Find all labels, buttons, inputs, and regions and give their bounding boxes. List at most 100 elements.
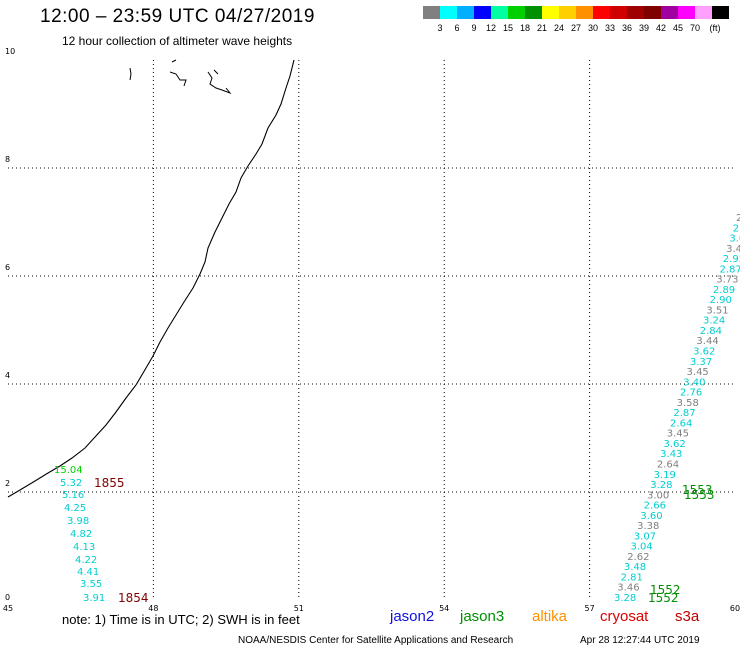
- satellite-altika: altika: [532, 608, 568, 625]
- swh-value: 3.58: [677, 398, 699, 409]
- swh-value: 3.45: [667, 429, 689, 440]
- generated-timestamp: Apr 28 12:27:44 UTC 2019: [580, 635, 700, 646]
- map-title: 12:00 – 23:59 UTC 04/27/2019: [40, 6, 315, 27]
- swh-value: 3.40: [726, 244, 740, 255]
- legend-swatch: [559, 6, 576, 19]
- swh-value: 3.28: [614, 593, 636, 604]
- legend-label: 27: [570, 23, 581, 33]
- swh-value: 3.51: [706, 305, 728, 316]
- swh-value: 3.07: [634, 531, 656, 542]
- credit-line: NOAA/NESDIS Center for Satellite Applica…: [238, 635, 514, 646]
- swh-value: 2.66: [644, 501, 666, 512]
- swh-value: 2.96: [733, 223, 740, 234]
- legend-label: 33: [604, 23, 615, 33]
- legend-swatch: [593, 6, 610, 19]
- satellite-jason3: jason3: [460, 608, 505, 625]
- track-time-label: 1854: [118, 591, 149, 605]
- legend-swatch: [712, 6, 729, 19]
- swh-value: 4.13: [73, 542, 95, 553]
- swh-value: 3.28: [650, 480, 672, 491]
- grid-lines: [8, 60, 735, 600]
- legend-label: 42: [655, 23, 666, 33]
- legend-label: 18: [519, 23, 530, 33]
- swh-value: 5.32: [60, 478, 82, 489]
- satellite-jason2: jason2: [390, 608, 435, 625]
- swh-value: 3.43: [660, 449, 682, 460]
- track-time-label: 1552: [650, 583, 681, 597]
- swh-value: 3.03: [729, 234, 740, 245]
- swh-value: 15.04: [54, 465, 83, 476]
- legend-swatch: [576, 6, 593, 19]
- legend-swatch: [525, 6, 542, 19]
- swh-value: 2.76: [680, 388, 702, 399]
- legend-swatch: [474, 6, 491, 19]
- footer-note: note: 1) Time is in UTC; 2) SWH is in fe…: [62, 612, 300, 627]
- swh-value: 3.91: [83, 593, 105, 604]
- swh-value: 2.89: [713, 285, 735, 296]
- y-tick-label: 8: [5, 155, 10, 164]
- swh-value: 3.38: [637, 521, 659, 532]
- x-tick-label: 51: [294, 604, 304, 613]
- track-time-label: 1553: [682, 483, 713, 497]
- legend-label: 36: [621, 23, 632, 33]
- swh-value: 2.90: [710, 295, 732, 306]
- legend-swatch: [644, 6, 661, 19]
- legend-label: 6: [454, 23, 460, 33]
- legend-swatch: [440, 6, 457, 19]
- y-tick-label: 0: [5, 593, 10, 602]
- x-tick-label: 48: [148, 604, 158, 613]
- swh-value: 3.46: [617, 583, 639, 594]
- swh-value: 3.19: [654, 470, 676, 481]
- legend-label: 24: [553, 23, 564, 33]
- swh-value: 3.48: [624, 562, 646, 573]
- swh-value: 3.24: [703, 316, 725, 327]
- y-tick-label: 4: [5, 371, 10, 380]
- swh-value: 2.81: [621, 572, 643, 583]
- satellite-s3a: s3a: [675, 608, 700, 625]
- swh-value: 3.62: [663, 439, 685, 450]
- track-time-label: 1553: [684, 488, 715, 502]
- legend-swatch: [457, 6, 474, 19]
- swh-value: 3.73: [716, 275, 738, 286]
- legend-swatch: [508, 6, 525, 19]
- swh-value: 4.22: [75, 555, 97, 566]
- swh-value: 2.94: [736, 213, 740, 224]
- legend-label: 39: [638, 23, 649, 33]
- left-track-times: 1855 1854: [94, 476, 149, 605]
- legend-swatch: [661, 6, 678, 19]
- legend-label: 15: [502, 23, 513, 33]
- legend-label: 9: [471, 23, 477, 33]
- legend-swatch: [542, 6, 559, 19]
- legend-label: 70: [689, 23, 700, 33]
- swh-value: 2.64: [657, 459, 679, 470]
- legend-swatch: [678, 6, 695, 19]
- legend-unit: (ft): [709, 23, 721, 33]
- track-time-label: 1855: [94, 476, 125, 490]
- satellite-cryosat: cryosat: [600, 608, 649, 625]
- legend-label: 21: [536, 23, 547, 33]
- legend-swatch: [610, 6, 627, 19]
- x-tick-label: 60: [730, 604, 740, 613]
- swh-value: 2.64: [670, 418, 692, 429]
- right-track-values: 3.283.462.813.482.623.043.073.383.602.66…: [614, 213, 740, 604]
- swh-value: 3.60: [640, 511, 662, 522]
- x-tick-label: 45: [3, 604, 13, 613]
- swh-value: 4.82: [70, 529, 92, 540]
- swh-value: 2.87: [673, 408, 695, 419]
- swh-value: 5.16: [62, 490, 84, 501]
- islands: [129, 59, 232, 95]
- legend-swatch: [423, 6, 440, 19]
- swh-value: 3.00: [647, 490, 669, 501]
- swh-value: 2.84: [700, 326, 722, 337]
- swh-value: 2.95: [723, 254, 740, 265]
- track-time-label: 1552: [648, 591, 679, 605]
- swh-value: 4.41: [77, 567, 99, 578]
- legend-label: 3: [437, 23, 443, 33]
- legend-swatch: [695, 6, 712, 19]
- legend-swatch: [491, 6, 508, 19]
- swh-value: 3.44: [696, 336, 718, 347]
- x-tick-label: 54: [439, 604, 449, 613]
- swh-value: 3.62: [693, 347, 715, 358]
